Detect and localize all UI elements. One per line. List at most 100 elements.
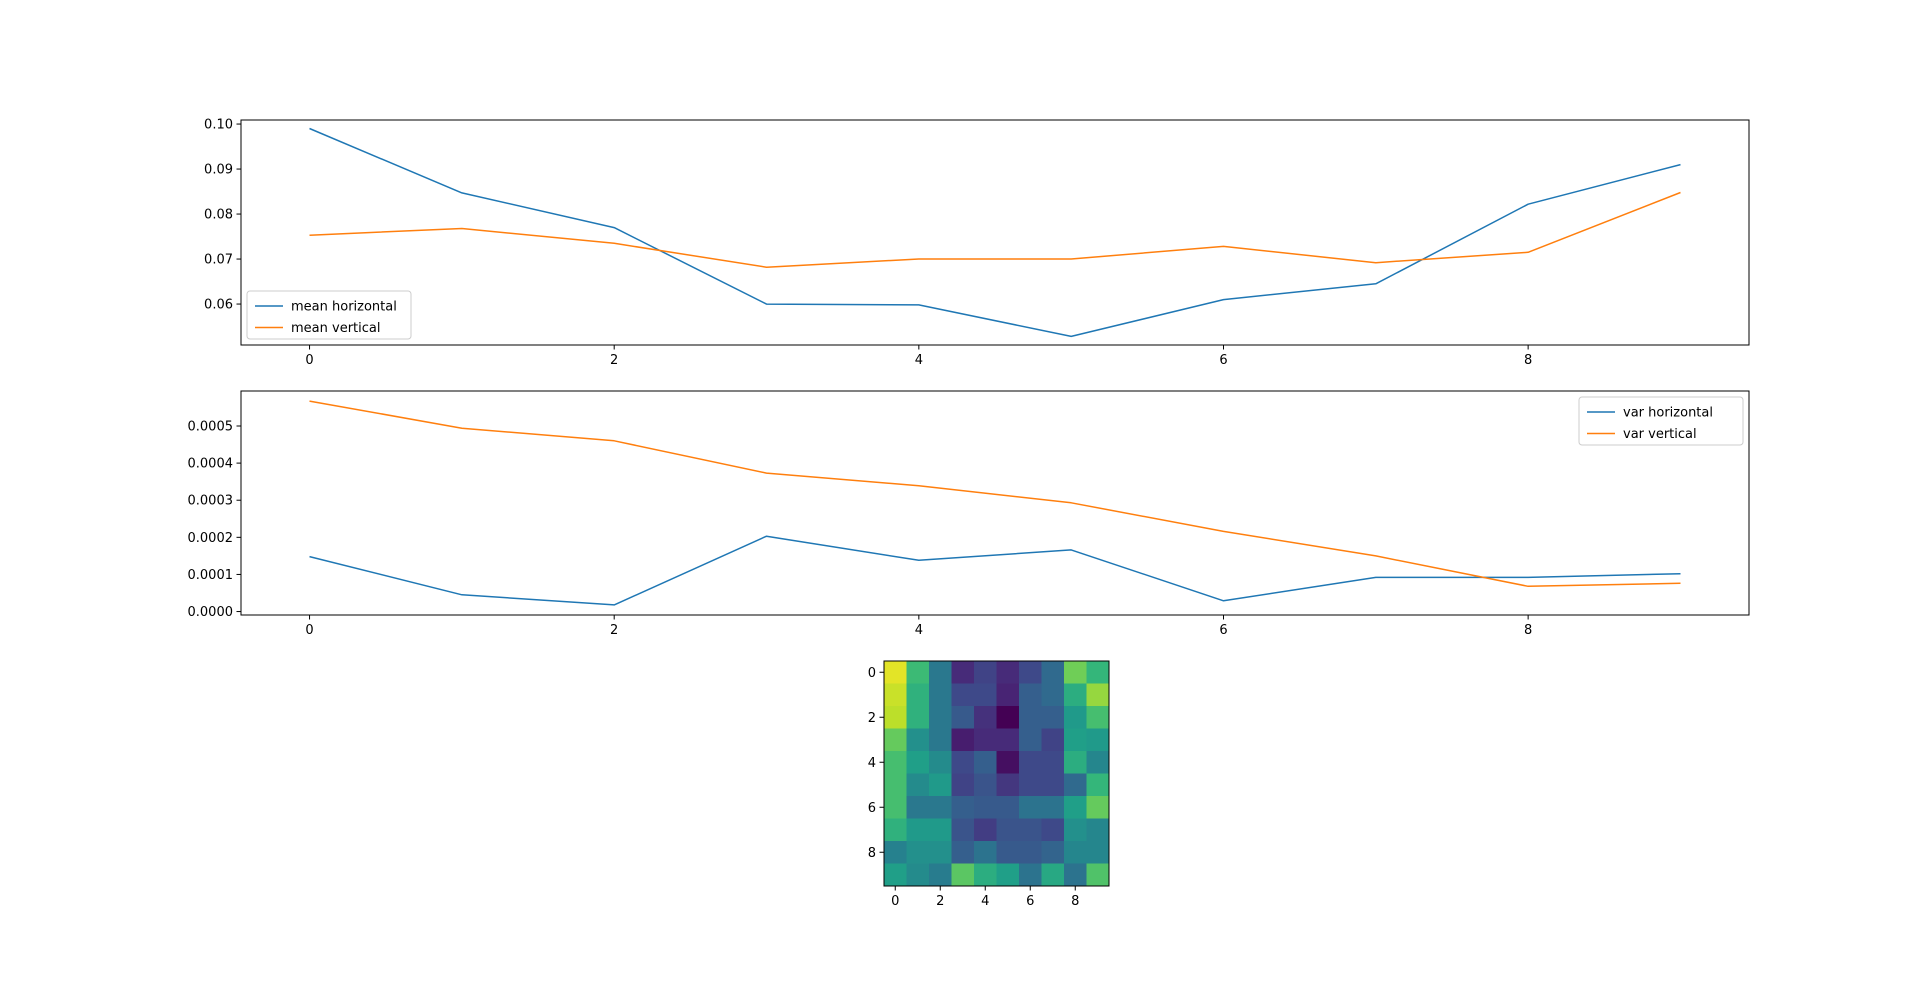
heatmap-cell [929, 706, 952, 729]
mean-line-chart: 0 2 4 6 8 0.06 0.07 0.08 0.09 0.10 mean horizontal… [204, 118, 1750, 368]
heatmap-cell [884, 683, 907, 707]
heatmap-cell [974, 773, 997, 797]
heatmap-cell [1041, 683, 1065, 707]
heatmap-cell [1019, 751, 1042, 774]
heatmap-cell [1019, 683, 1042, 707]
y-tick-label: 0.06 [204, 298, 233, 313]
series-line-var-vertical [309, 400, 1681, 588]
heatmap-cell [996, 661, 1020, 684]
legend: var horizontal var vertical [1578, 396, 1744, 446]
heatmap-cell [884, 728, 907, 752]
heatmap-chart: 0 2 4 6 8 0 2 4 6 8 [868, 660, 1110, 909]
heatmap-cell [996, 818, 1020, 842]
heatmap-cell [1019, 706, 1042, 729]
heatmap-cell [1086, 706, 1110, 729]
heatmap-cell [929, 728, 952, 752]
x-tick-label: 2 [610, 353, 618, 368]
axes-frame [240, 390, 1750, 616]
heatmap-cell [951, 863, 975, 887]
y-tick-label: 0.0000 [188, 605, 234, 620]
heatmap-cell [929, 796, 952, 819]
heatmap-cell [906, 818, 930, 842]
heatmap-cell [1019, 841, 1042, 864]
y-tick-label: 0.0002 [188, 531, 234, 546]
heatmap-cell [1086, 661, 1110, 684]
x-tick-label: 2 [936, 894, 944, 909]
y-tick-label: 0.0001 [188, 568, 234, 583]
heatmap-cell [906, 661, 930, 684]
heatmap-cell [1064, 773, 1087, 797]
heatmap-cell [929, 818, 952, 842]
heatmap-cell [974, 841, 997, 864]
x-tick-label: 2 [610, 623, 618, 638]
y-tick-label: 0.0003 [188, 494, 234, 509]
y-tick-label: 0.0004 [188, 457, 234, 472]
heatmap-cell [1086, 818, 1110, 842]
y-tick-label: 0.08 [204, 208, 233, 223]
heatmap-cell [929, 773, 952, 797]
heatmap-cell [951, 841, 975, 864]
heatmap-cell [996, 841, 1020, 864]
heatmap-cell [996, 728, 1020, 752]
series-line-mean-horizontal [309, 127, 1681, 338]
heatmap-cell [1086, 683, 1110, 707]
heatmap-cell [996, 796, 1020, 819]
heatmap-cell [951, 683, 975, 707]
heatmap-cell [951, 773, 975, 797]
y-tick-label: 2 [868, 711, 876, 726]
heatmap-cell [906, 728, 930, 752]
heatmap-cell [1041, 728, 1065, 752]
y-tick-label: 6 [868, 801, 876, 816]
heatmap-cell [1064, 706, 1087, 729]
heatmap-cell [951, 818, 975, 842]
heatmap-cell [1041, 773, 1065, 797]
heatmap-cell [1019, 728, 1042, 752]
heatmap-cell [1064, 728, 1087, 752]
heatmap-cell [1086, 796, 1110, 819]
x-tick-label: 8 [1524, 623, 1532, 638]
y-tick-label: 0.09 [204, 163, 233, 178]
heatmap-cell [884, 818, 907, 842]
heatmap-cell [884, 773, 907, 797]
legend-label: mean vertical [291, 321, 380, 336]
heatmap-cell [951, 728, 975, 752]
heatmap-cell [929, 863, 952, 887]
heatmap-cell [974, 661, 997, 684]
x-tick-label: 0 [305, 353, 313, 368]
heatmap-cell [884, 751, 907, 774]
heatmap-cell [1086, 863, 1110, 887]
heatmap-cell [1019, 818, 1042, 842]
heatmap-cell [1086, 841, 1110, 864]
heatmap-cell [906, 706, 930, 729]
heatmap-cell [929, 841, 952, 864]
x-tick-label: 4 [915, 623, 923, 638]
legend-label: mean horizontal [291, 300, 397, 315]
y-tick-label: 4 [868, 756, 876, 771]
heatmap-cell [1041, 661, 1065, 684]
heatmap-cell [1064, 683, 1087, 707]
heatmap-cell [974, 706, 997, 729]
heatmap-cell [974, 728, 997, 752]
axes-frame [883, 660, 1110, 887]
heatmap-cell [974, 683, 997, 707]
legend-label: var horizontal [1623, 406, 1713, 421]
heatmap-cell [906, 841, 930, 864]
heatmap-cell [951, 706, 975, 729]
y-tick-label: 0.0005 [188, 419, 234, 434]
heatmap-cell [1019, 773, 1042, 797]
heatmap-cell [929, 683, 952, 707]
heatmap-cell [884, 841, 907, 864]
heatmap-cell [1041, 818, 1065, 842]
legend: mean horizontal mean vertical [246, 290, 412, 340]
heatmap-cell [1019, 661, 1042, 684]
y-tick-label: 0.07 [204, 253, 233, 268]
heatmap-cell [1064, 796, 1087, 819]
y-tick-label: 8 [868, 846, 876, 861]
heatmap-cell [1064, 818, 1087, 842]
x-tick-label: 4 [915, 353, 923, 368]
heatmap-cell [1041, 841, 1065, 864]
heatmap-cell [1086, 751, 1110, 774]
heatmap-cell [1019, 863, 1042, 887]
heatmap-cell [884, 706, 907, 729]
